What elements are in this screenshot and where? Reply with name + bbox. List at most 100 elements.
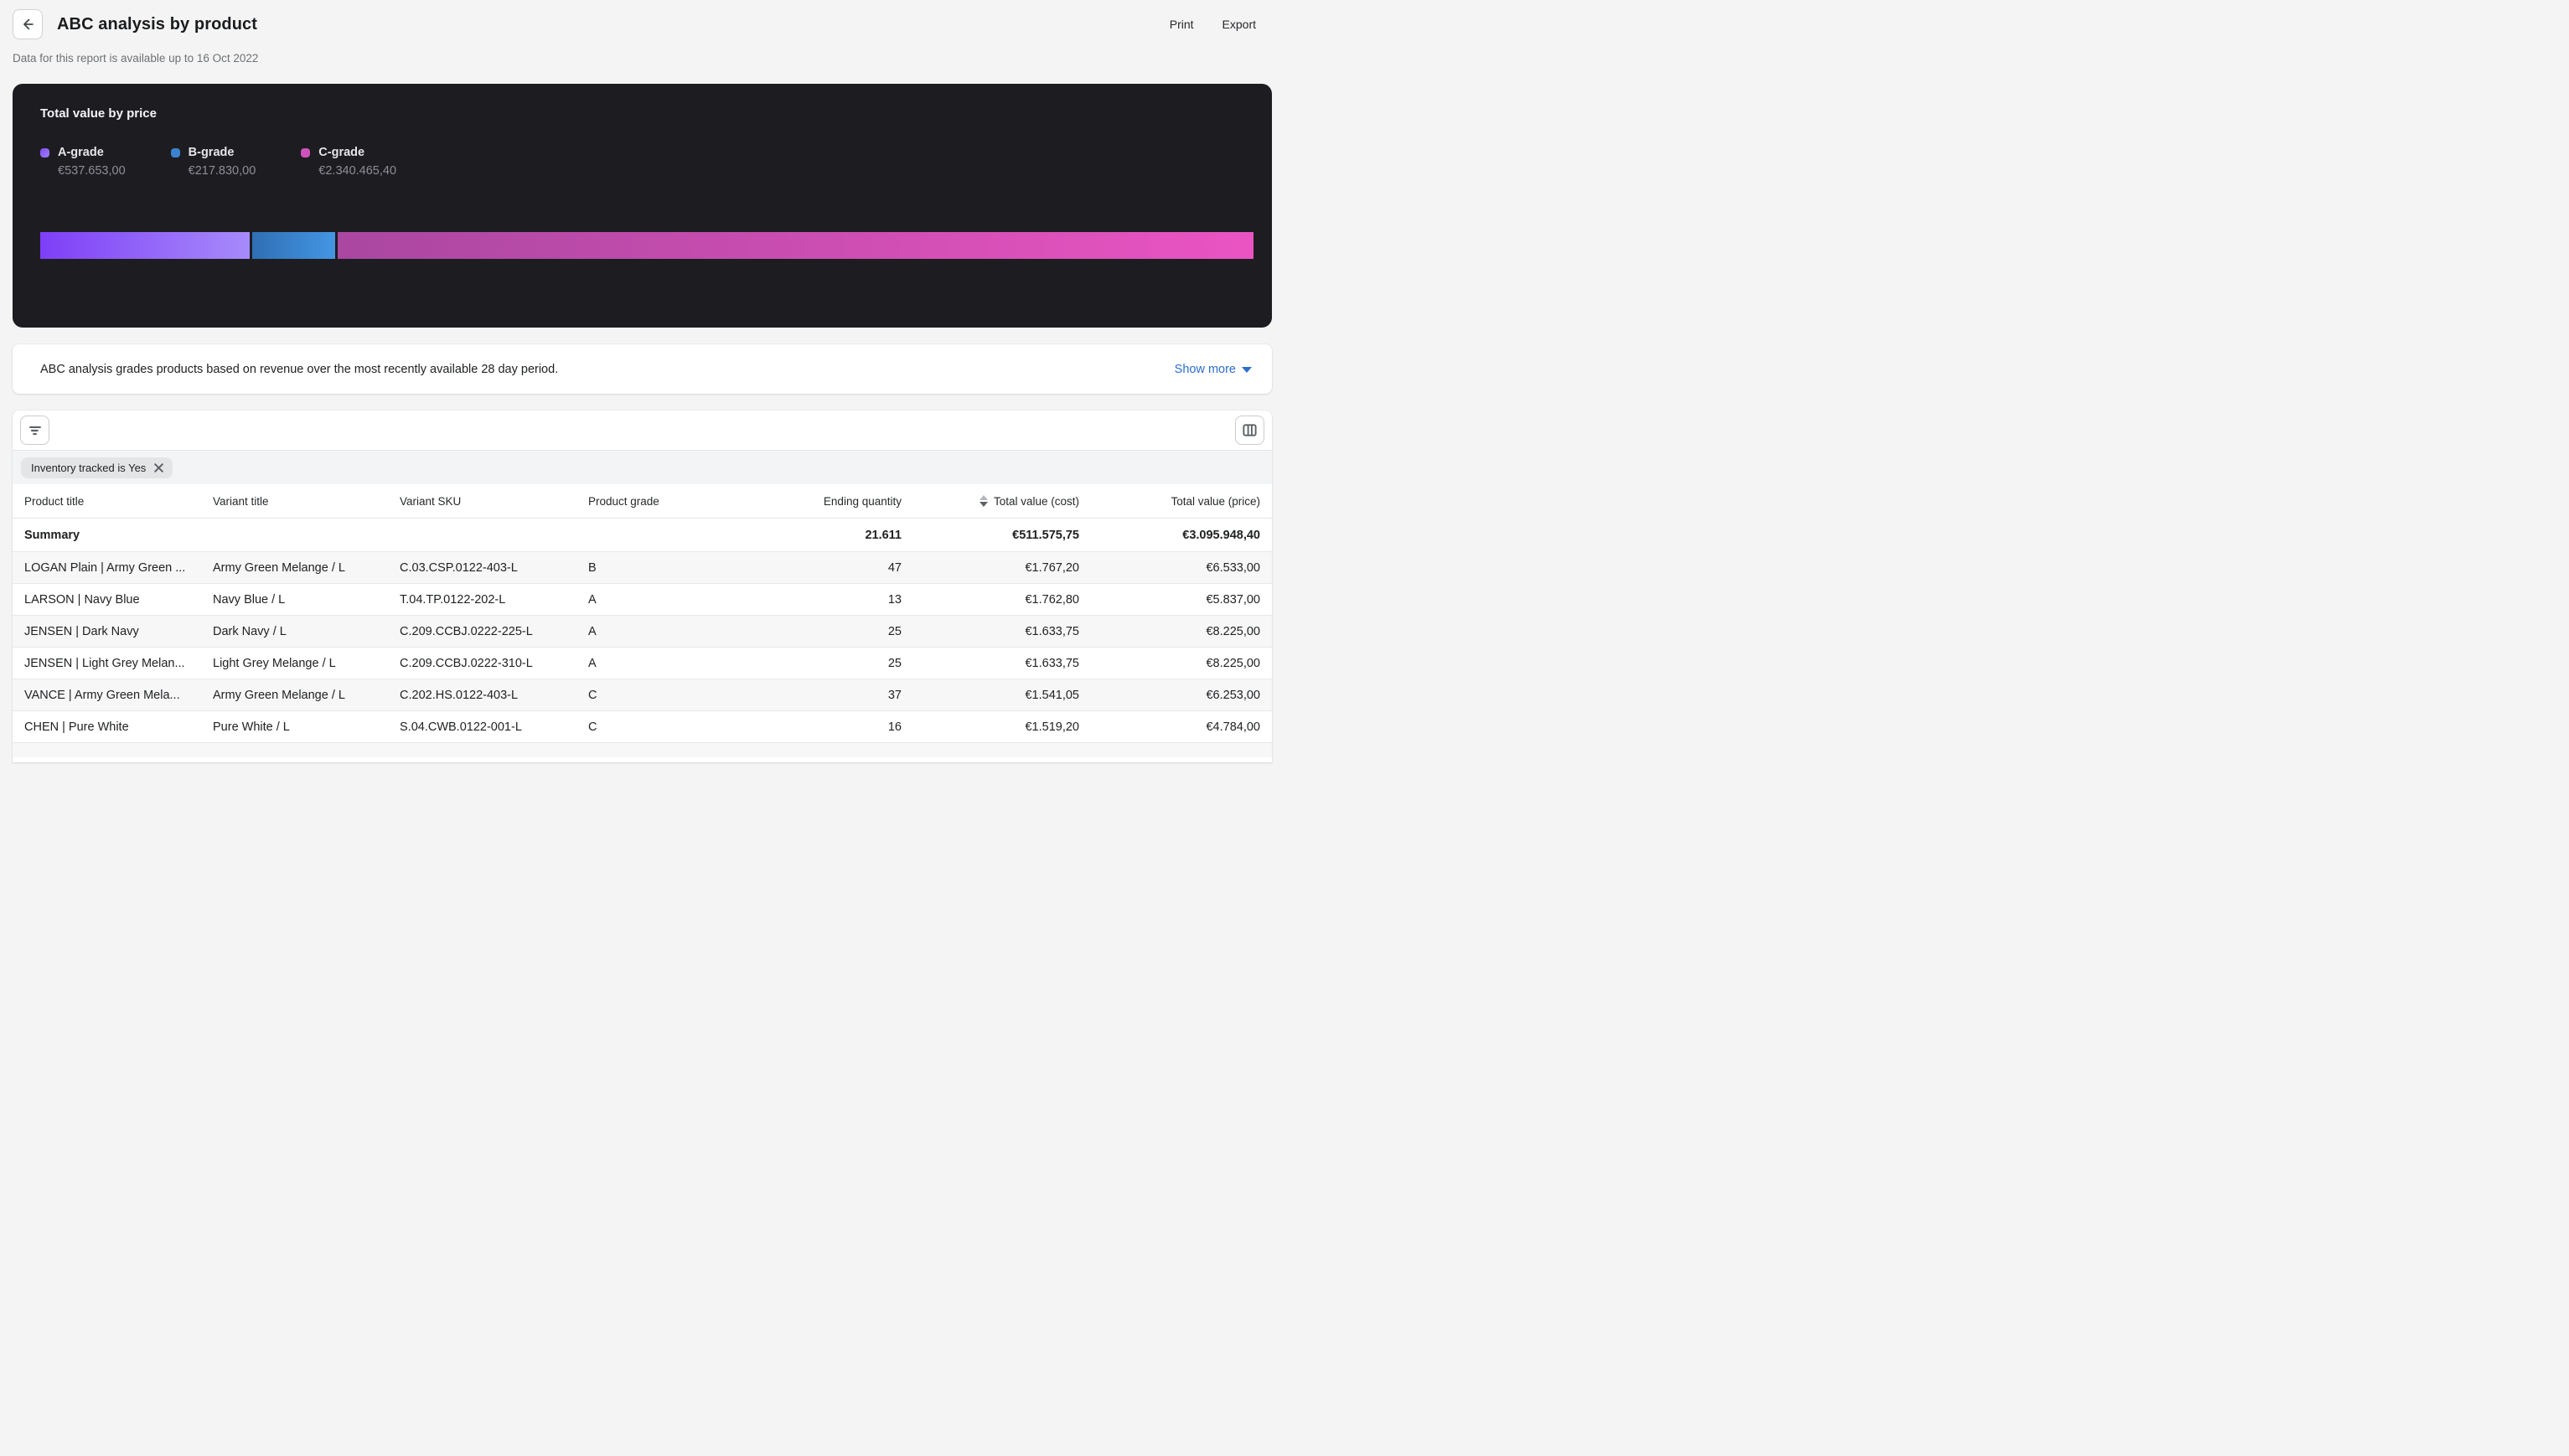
table-row: LARSON | Navy Blue Navy Blue / L T.04.TP.0… <box>13 583 1272 615</box>
table-row: JENSEN | Light Grey Melan... Light Grey M… <box>13 647 1272 679</box>
cell-variant-sku: S.04.CWB.0122-001-L <box>400 720 522 734</box>
filter-button[interactable] <box>20 416 49 445</box>
cell-total-value-cost: €1.519,20 <box>1025 720 1079 734</box>
cell-variant-sku: C.03.CSP.0122-403-L <box>400 560 518 575</box>
description-card: ABC analysis grades products based on re… <box>13 344 1272 394</box>
show-more-label: Show more <box>1174 362 1236 376</box>
arrow-left-icon <box>23 18 34 30</box>
cell-variant-sku: T.04.TP.0122-202-L <box>400 592 506 607</box>
cell-ending-quantity: 16 <box>887 720 902 734</box>
cell-grade: A <box>588 624 597 638</box>
chart-legend: A-grade €537.653,00 B-grade €217.830,00 C-gr… <box>13 121 1272 178</box>
report-page: ABC analysis by product Print Export Dat… <box>0 0 1284 762</box>
legend-label: C-grade <box>318 146 365 159</box>
cell-total-value-cost: €1.633,75 <box>1025 656 1079 670</box>
report-table-card: Inventory tracked is Yes Product title Va… <box>13 410 1272 762</box>
back-button[interactable] <box>13 9 43 39</box>
cell-product-title: JENSEN | Dark Navy <box>24 624 139 638</box>
applied-filters-bar: Inventory tracked is Yes <box>13 450 1272 484</box>
column-header-total-value-cost[interactable]: Total value (cost) <box>913 495 1091 508</box>
cell-total-value-cost: €1.762,80 <box>1025 592 1079 607</box>
cell-variant-title: Pure White / L <box>213 720 290 734</box>
sort-icon <box>979 495 988 507</box>
table-row: CHEN | Pure White Pure White / L S.04.CWB.… <box>13 710 1272 742</box>
table-row: VANCE | Army Green Mela... Army Green Mel… <box>13 679 1272 710</box>
cell-variant-title: Light Grey Melange / L <box>213 656 336 670</box>
cell-product-title: LARSON | Navy Blue <box>24 592 140 607</box>
cell-ending-quantity: 47 <box>887 560 902 575</box>
legend-value: €217.830,00 <box>188 164 256 178</box>
cell-total-value-price: €8.225,00 <box>1206 656 1260 670</box>
page-title: ABC analysis by product <box>57 14 258 34</box>
legend-label: B-grade <box>188 146 235 159</box>
cell-product-title: JENSEN | Light Grey Melan... <box>24 656 185 670</box>
chart-title: Total value by price <box>40 106 157 121</box>
filter-chip-label: Inventory tracked is Yes <box>31 461 147 474</box>
cell-ending-quantity: 25 <box>887 656 902 670</box>
cell-total-value-cost: €1.767,20 <box>1025 560 1079 575</box>
columns-icon <box>1243 424 1257 436</box>
table-row: JENSEN | Dark Navy Dark Navy / L C.209.CCB… <box>13 615 1272 647</box>
cell-total-value-price: €6.253,00 <box>1206 688 1260 702</box>
cell-total-value-price: €8.225,00 <box>1206 624 1260 638</box>
legend-dot-icon <box>170 147 180 157</box>
cell-total-value-cost: €1.633,75 <box>1025 624 1079 638</box>
summary-ending-quantity: 21.611 <box>865 528 902 542</box>
export-button[interactable]: Export <box>1222 18 1256 31</box>
summary-total-value-cost: €511.575,75 <box>1012 528 1079 542</box>
cell-variant-title: Army Green Melange / L <box>213 560 345 575</box>
legend-item-a-grade: A-grade €537.653,00 <box>40 146 126 178</box>
bar-segment-b-grade <box>251 232 336 259</box>
legend-value: €2.340.465,40 <box>318 164 397 178</box>
legend-dot-icon <box>40 147 49 157</box>
cell-product-title: VANCE | Army Green Mela... <box>24 688 180 702</box>
summary-total-value-price: €3.095.948,40 <box>1182 528 1260 542</box>
edit-columns-button[interactable] <box>1235 416 1264 445</box>
cell-total-value-price: €4.784,00 <box>1206 720 1260 734</box>
cell-grade: A <box>588 656 597 670</box>
table-toolbar <box>13 410 1272 450</box>
cell-product-title: LOGAN Plain | Army Green ... <box>24 560 186 575</box>
column-header-variant-sku[interactable]: Variant SKU <box>400 494 462 508</box>
remove-filter-button[interactable] <box>153 462 164 473</box>
cell-variant-title: Army Green Melange / L <box>213 688 345 702</box>
cell-total-value-price: €5.837,00 <box>1206 592 1260 607</box>
column-header-total-value-price[interactable]: Total value (price) <box>1171 494 1260 508</box>
bar-segment-c-grade <box>338 232 1253 259</box>
chevron-down-icon <box>1242 367 1252 373</box>
cell-total-value-cost: €1.541,05 <box>1025 688 1079 702</box>
legend-value: €537.653,00 <box>58 164 126 178</box>
page-header: ABC analysis by product Print Export <box>0 0 1284 40</box>
cell-variant-title: Dark Navy / L <box>213 624 287 638</box>
cell-grade: B <box>588 560 597 575</box>
cell-ending-quantity: 13 <box>887 592 902 607</box>
cell-variant-sku: C.202.HS.0122-403-L <box>400 688 519 702</box>
cell-grade: C <box>588 720 597 734</box>
table-row: LOGAN Plain | Army Green ... Army Green M… <box>13 551 1272 583</box>
column-header-ending-quantity[interactable]: Ending quantity <box>823 494 902 508</box>
total-value-chart-card: Total value by price A-grade €537.653,00 B… <box>13 84 1272 328</box>
legend-label: A-grade <box>58 146 104 159</box>
legend-item-b-grade: B-grade €217.830,00 <box>170 146 256 178</box>
cell-variant-title: Navy Blue / L <box>213 592 286 607</box>
cell-variant-sku: C.209.CCBJ.0222-225-L <box>400 624 533 638</box>
table-body: LOGAN Plain | Army Green ... Army Green M… <box>13 551 1272 742</box>
cell-grade: C <box>588 688 597 702</box>
report-availability-note: Data for this report is available up to … <box>13 52 259 65</box>
legend-dot-icon <box>301 147 311 157</box>
cell-ending-quantity: 25 <box>887 624 902 638</box>
table-header-row: Product title Variant title Variant SKU Pro… <box>13 484 1272 518</box>
column-header-product-grade[interactable]: Product grade <box>588 494 659 508</box>
table-summary-row: Summary 21.611 €511.575,75 €3.095.948,40 <box>13 518 1272 551</box>
column-header-product-title[interactable]: Product title <box>24 494 85 508</box>
summary-label: Summary <box>24 528 80 542</box>
filter-chip-inventory-tracked[interactable]: Inventory tracked is Yes <box>21 457 173 478</box>
column-header-variant-title[interactable]: Variant title <box>213 494 269 508</box>
print-button[interactable]: Print <box>1169 18 1194 31</box>
show-more-link[interactable]: Show more <box>1175 363 1252 376</box>
stacked-proportion-bar <box>40 232 1253 259</box>
table-row-partial <box>13 742 1272 757</box>
legend-item-c-grade: C-grade €2.340.465,40 <box>301 146 396 178</box>
description-text: ABC analysis grades products based on re… <box>40 362 559 376</box>
cell-ending-quantity: 37 <box>887 688 902 702</box>
